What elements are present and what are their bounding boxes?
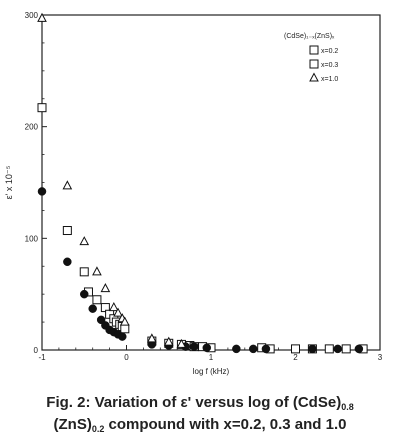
data-point-series-1: [62, 226, 72, 236]
data-point-series-3: [100, 283, 111, 293]
data-point-series-3: [163, 336, 174, 346]
data-point-series-3: [79, 236, 90, 246]
caption-line2-prefix: (ZnS): [53, 416, 92, 433]
caption-line1-subscript: 0.8: [341, 402, 354, 412]
data-point-series-2: [261, 344, 271, 354]
x-tick-label: -1: [38, 353, 46, 362]
data-point-series-1: [92, 295, 102, 305]
x-tick-label: 1: [209, 353, 214, 362]
x-tick-label: 0: [124, 353, 129, 362]
y-tick-label: 0: [34, 346, 39, 355]
data-point-series-3: [92, 266, 102, 276]
y-axis-label: ε' x 10⁻⁵: [4, 165, 14, 199]
data-point-series-3: [62, 180, 73, 190]
legend-marker: [309, 45, 319, 55]
data-point-series-2: [118, 332, 127, 341]
data-point-series-2: [202, 343, 212, 353]
y-tick-label: 100: [25, 234, 39, 243]
legend-marker: [309, 72, 319, 82]
data-point-series-3: [176, 338, 187, 348]
data-point-series-1: [291, 344, 300, 354]
legend-label: x=0.2: [321, 48, 338, 55]
data-point-series-2: [308, 344, 317, 354]
y-tick-label: 300: [25, 11, 39, 20]
data-point-series-2: [333, 344, 342, 354]
x-tick-label: 2: [293, 353, 298, 362]
legend-marker: [309, 59, 319, 69]
data-point-series-2: [189, 342, 199, 351]
data-point-series-3: [113, 307, 123, 317]
data-point-series-1: [120, 324, 130, 334]
data-point-series-2: [232, 344, 241, 354]
figure-caption-line-1: Fig. 2: Variation of ε' versus log of (C…: [0, 393, 400, 417]
data-point-series-3: [37, 12, 47, 22]
caption-line2-suffix: compound with x=0.2, 0.3 and 1.0: [104, 416, 347, 433]
data-point-series-2: [37, 187, 47, 196]
data-point-series-2: [63, 257, 72, 267]
figure-caption-line-2: (ZnS)0.2 compound with x=0.2, 0.3 and 1.…: [0, 415, 400, 439]
x-axis-label: log f (kHz): [193, 367, 230, 376]
x-tick-label: 3: [378, 353, 383, 362]
data-point-series-1: [79, 267, 89, 277]
y-tick-label: 200: [25, 123, 39, 132]
legend-label: x=0.3: [321, 62, 338, 69]
data-point-series-2: [88, 304, 97, 313]
data-point-series-3: [108, 302, 119, 312]
data-point-series-2: [354, 344, 364, 354]
legend-title: (CdSe)₁₋ₓ(ZnS)ₓ: [284, 33, 335, 40]
caption-line2-subscript: 0.2: [91, 424, 105, 434]
caption-line1-text: Fig. 2: Variation of ε' versus log of (C…: [46, 394, 342, 411]
data-point-series-3: [119, 316, 130, 326]
legend-label: x=1.0: [321, 76, 338, 83]
data-point-series-1: [341, 344, 351, 354]
data-point-series-3: [147, 333, 157, 343]
data-point-series-1: [324, 344, 334, 354]
data-point-series-2: [249, 344, 258, 354]
data-point-series-2: [80, 289, 89, 299]
data-point-series-1: [37, 103, 47, 113]
